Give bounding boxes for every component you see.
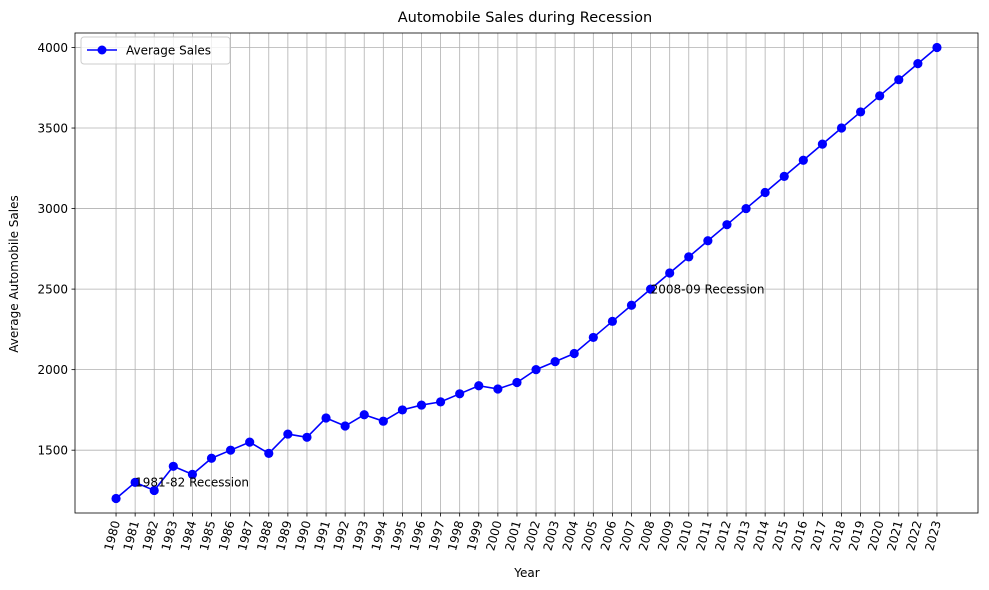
data-point (798, 155, 808, 165)
data-point (645, 284, 656, 294)
data-point (875, 91, 885, 101)
data-point (703, 236, 713, 246)
annotation-label: 2008-09 Recession (651, 282, 765, 296)
data-point (264, 448, 274, 459)
y-tick-label: 2000 (37, 363, 68, 377)
y-tick-label: 1500 (37, 443, 68, 457)
y-tick-label: 4000 (37, 41, 68, 55)
y-tick-label: 3500 (37, 121, 68, 135)
legend-label: Average Sales (126, 44, 211, 58)
data-point (359, 410, 369, 420)
data-point (493, 384, 503, 394)
data-point (130, 477, 140, 487)
data-point (225, 445, 236, 455)
annotations: 1981-82 Recession 2008-09 Recession (135, 282, 764, 489)
data-point (111, 493, 121, 504)
data-point (741, 203, 751, 214)
data-point (722, 220, 732, 230)
data-point (855, 107, 866, 117)
data-point (321, 413, 331, 423)
legend-swatch-marker (97, 45, 107, 55)
data-point (302, 432, 312, 442)
data-point (913, 59, 923, 69)
x-axis-title: Year (513, 566, 539, 580)
data-point (550, 356, 560, 367)
annotation-label: 1981-82 Recession (135, 476, 249, 490)
data-point (760, 187, 770, 198)
data-point (340, 421, 350, 431)
y-tick-label: 3000 (37, 202, 68, 216)
data-point (665, 268, 675, 278)
data-point (588, 332, 598, 343)
data-point (149, 485, 159, 496)
grid (75, 33, 978, 513)
data-point (168, 461, 178, 471)
data-point (894, 75, 904, 85)
data-point (187, 469, 198, 479)
data-point (416, 400, 427, 410)
data-point (684, 252, 694, 262)
data-point (397, 405, 408, 415)
plot-frame (74, 32, 979, 514)
series-layer (111, 42, 942, 504)
data-point (435, 397, 446, 407)
data-point (512, 377, 522, 388)
chart-title: Automobile Sales during Recession (398, 10, 652, 26)
y-axis-title: Average Automobile Sales (7, 195, 21, 352)
data-point (626, 300, 637, 310)
data-point (836, 123, 847, 133)
y-axis-ticks: 1500 2000 2500 3000 3500 4000 (37, 41, 75, 457)
data-point (779, 171, 789, 181)
data-point (378, 416, 388, 426)
data-point (206, 453, 217, 463)
data-point (455, 389, 465, 399)
data-point (569, 348, 579, 359)
data-point (607, 316, 618, 326)
legend: Average Sales (80, 36, 231, 65)
data-point (283, 429, 293, 439)
data-point (245, 437, 255, 447)
legend-box (80, 36, 231, 65)
data-point (474, 381, 484, 391)
data-point (531, 365, 541, 375)
y-tick-label: 2500 (37, 282, 68, 296)
data-point (932, 42, 942, 53)
data-point (817, 139, 828, 149)
